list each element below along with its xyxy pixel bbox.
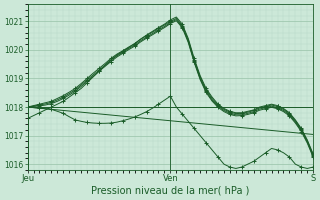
X-axis label: Pression niveau de la mer( hPa ): Pression niveau de la mer( hPa ): [91, 186, 250, 196]
